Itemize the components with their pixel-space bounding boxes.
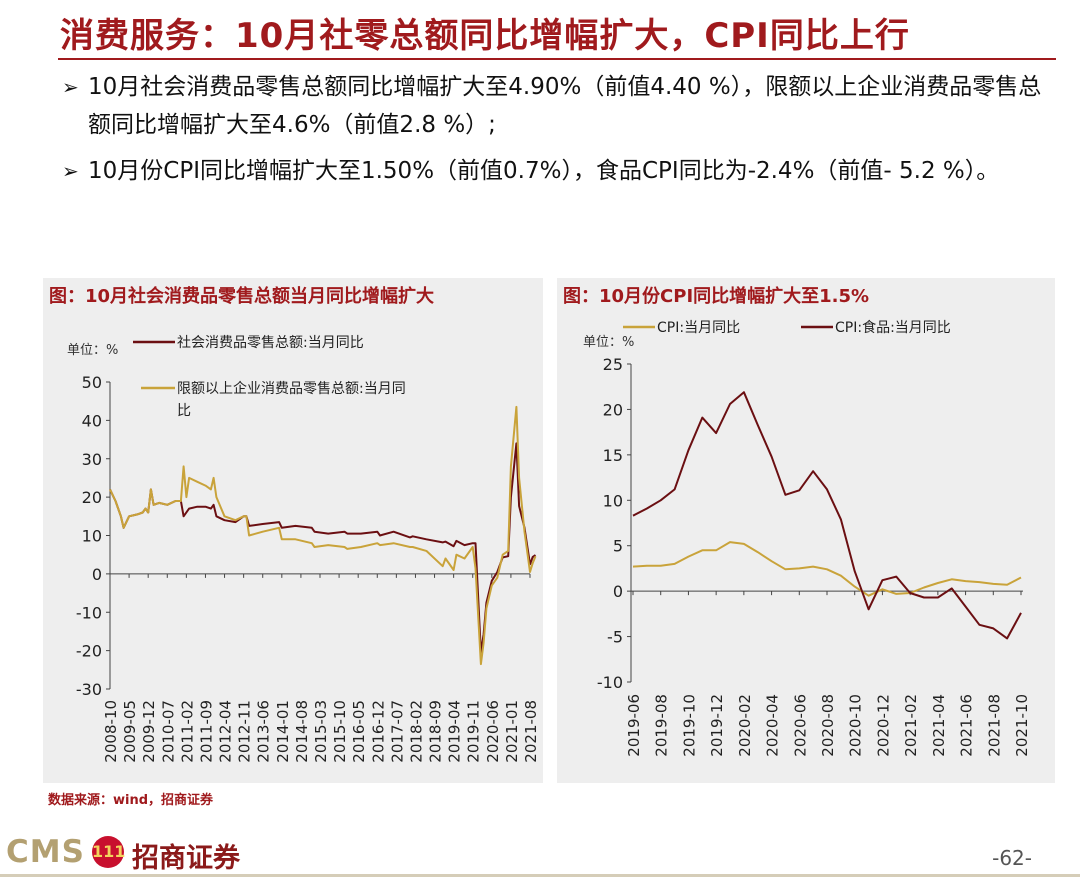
y-tick-label: -30: [76, 680, 102, 699]
legend-label-1: CPI:当月同比: [657, 320, 740, 336]
logo-mark-icon: 111: [92, 836, 125, 868]
logo-cms-text: CMS: [6, 834, 85, 870]
x-tick-label: 2021-04: [930, 694, 948, 757]
bullet-text: 10月份CPI同比增幅扩大至1.50%（前值0.7%），食品CPI同比为-2.4…: [88, 158, 1000, 184]
page-title: 消费服务：10月社零总额同比增幅扩大，CPI同比上行: [60, 16, 910, 56]
y-tick-label: 25: [603, 355, 623, 374]
bullet-arrow-icon: ➢: [62, 75, 79, 99]
y-tick-label: 40: [82, 411, 102, 430]
y-tick-label: -20: [76, 642, 102, 661]
x-tick-label: 2020-06: [484, 700, 502, 763]
unit-label: 单位：%: [583, 335, 634, 350]
x-tick-label: 2020-08: [819, 694, 837, 757]
x-tick-label: 2008-10: [102, 700, 120, 763]
y-tick-label: -5: [607, 628, 623, 647]
x-tick-label: 2021-06: [958, 694, 976, 757]
y-tick-label: 0: [92, 565, 102, 584]
legend-label-2: CPI:食品:当月同比: [835, 319, 951, 336]
y-tick-label: 15: [603, 446, 623, 465]
legend-label-2: 限额以上企业消费品零售总额:当月同: [177, 380, 406, 397]
x-tick-label: 2020-10: [847, 694, 865, 757]
logo-cn-text: 招商证券: [132, 843, 240, 874]
cpi-chart-panel: 图：10月份CPI同比增幅扩大至1.5% 单位：% 25 20 15 10 5 0 -5 -10…: [557, 278, 1055, 783]
series-line-2: [109, 405, 537, 666]
title-divider: [58, 58, 1056, 60]
y-tick-label: 10: [603, 491, 623, 510]
x-tick-label: 2020-02: [736, 694, 754, 757]
footer-divider: [0, 874, 1080, 877]
cpi-chart-title: 图：10月份CPI同比增幅扩大至1.5%: [563, 286, 870, 307]
data-source: 数据来源：wind，招商证券: [48, 793, 214, 808]
retail-chart-title: 图：10月社会消费品零售总额当月同比增幅扩大: [49, 286, 435, 307]
x-tick-label: 2021-02: [902, 694, 920, 757]
x-tick-label: 2019-08: [653, 694, 671, 757]
x-tick-label: 2021-10: [1013, 694, 1031, 757]
y-tick-label: 0: [613, 582, 623, 601]
x-tick-label: 2019-10: [680, 694, 698, 757]
bullet-text: 10月社会消费品零售总额同比增幅扩大至4.90%（前值4.40 %），限额以上企…: [88, 74, 1042, 138]
x-tick-label: 2011-02: [178, 700, 196, 763]
y-tick-label: 20: [603, 400, 623, 419]
x-tick-label: 2018-02: [407, 700, 425, 763]
x-tick-label: 2020-06: [791, 694, 809, 757]
x-tick-label: 2019-12: [708, 694, 726, 757]
x-tick-label: 2009-12: [140, 700, 158, 763]
page-number: -62-: [992, 846, 1032, 870]
y-tick-label: 50: [82, 373, 102, 392]
y-tick-label: 5: [613, 537, 623, 556]
x-tick-label: 2014-08: [293, 700, 311, 763]
x-tick-label: 2019-04: [446, 700, 464, 763]
x-tick-label: 2021-08: [522, 700, 540, 763]
x-tick-label: 2012-04: [217, 700, 235, 763]
legend-label-1: 社会消费品零售总额:当月同比: [177, 335, 364, 351]
y-tick-label: 30: [82, 450, 102, 469]
x-tick-label: 2016-12: [369, 700, 387, 763]
y-tick-label: -10: [76, 603, 102, 622]
x-tick-label: 2009-05: [121, 700, 139, 763]
series-line-1: [632, 541, 1022, 597]
x-tick-label: 2013-06: [255, 700, 273, 763]
y-tick-label: 10: [82, 527, 102, 546]
x-tick-label: 2021-08: [985, 694, 1003, 757]
x-tick-label: 2012-11: [236, 700, 254, 763]
x-tick-label: 2017-07: [388, 700, 406, 763]
x-tick-label: 2020-12: [874, 694, 892, 757]
x-tick-label: 2015-10: [331, 700, 349, 763]
x-tick-label: 2021-01: [503, 700, 521, 763]
x-tick-label: 2015-03: [312, 700, 330, 763]
x-tick-label: 2011-09: [197, 700, 215, 763]
x-tick-label: 2018-09: [427, 700, 445, 763]
x-tick-label: 2019-11: [465, 700, 483, 763]
y-tick-label: 20: [82, 488, 102, 507]
bullet-cpi: ➢ 10月份CPI同比增幅扩大至1.50%（前值0.7%），食品CPI同比为-2…: [62, 152, 1048, 190]
y-tick-label: -10: [597, 673, 623, 692]
x-tick-label: 2014-01: [274, 700, 292, 763]
bullet-retail: ➢ 10月社会消费品零售总额同比增幅扩大至4.90%（前值4.40 %），限额以…: [62, 68, 1048, 144]
bullet-arrow-icon: ➢: [62, 159, 79, 183]
x-tick-label: 2020-04: [764, 694, 782, 757]
x-tick-label: 2019-06: [625, 694, 643, 757]
retail-chart-panel: 图：10月社会消费品零售总额当月同比增幅扩大 单位：% 50 40 30 20 10 0 -1…: [43, 278, 543, 783]
unit-label: 单位：%: [67, 343, 118, 358]
legend-label-2: 比: [177, 403, 191, 419]
x-tick-label: 2016-05: [350, 700, 368, 763]
series-line-2: [632, 391, 1022, 640]
x-tick-label: 2010-07: [159, 700, 177, 763]
